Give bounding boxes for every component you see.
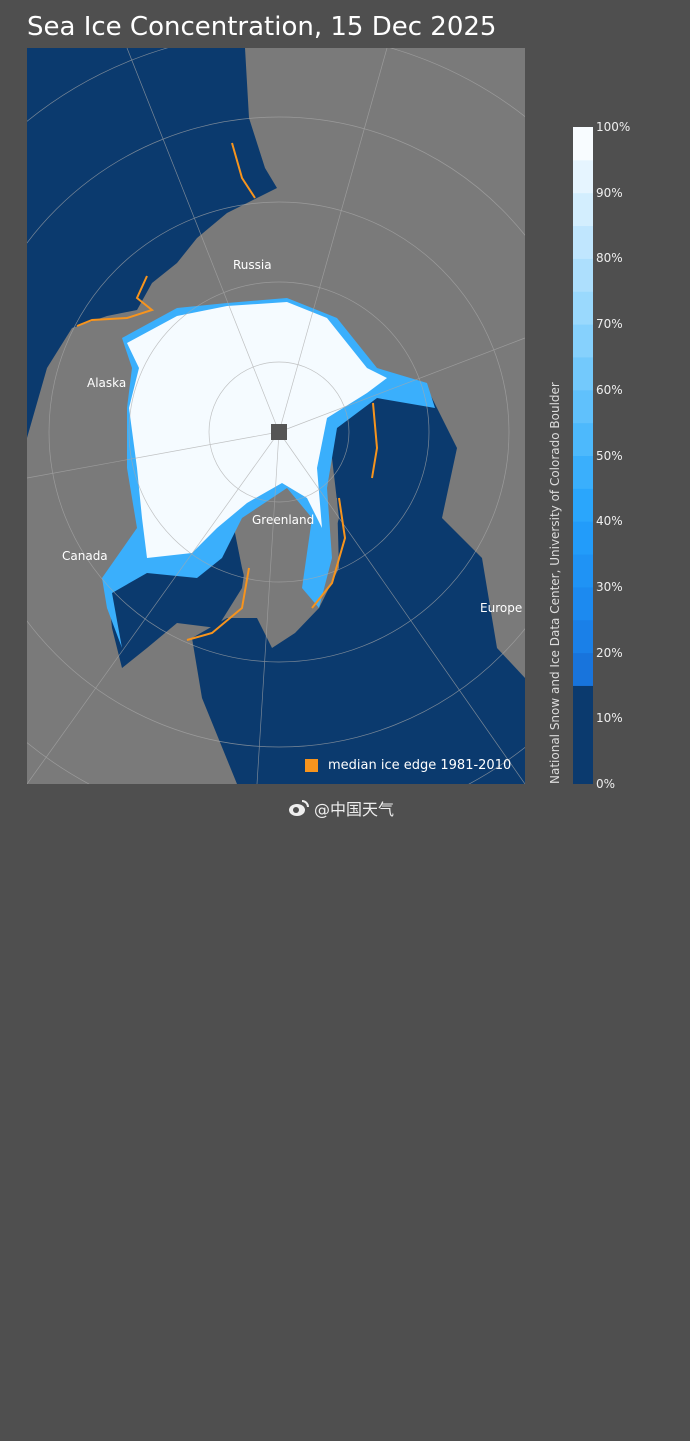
watermark-text: @中国天气 — [314, 800, 395, 819]
pole-hole — [271, 424, 287, 440]
colorbar-band — [573, 455, 593, 489]
colorbar-tick: 100% — [596, 120, 631, 134]
map-legend: median ice edge 1981-2010 — [305, 758, 511, 773]
atlantic-ocean — [192, 388, 525, 784]
credit: National Snow and Ice Data Center, Unive… — [548, 382, 562, 1441]
colorbar-tick: 10% — [596, 711, 623, 726]
colorbar-band — [573, 554, 593, 588]
colorbar-band — [573, 356, 593, 391]
label-alaska: Alaska — [87, 376, 127, 390]
colorbar-band — [573, 159, 593, 194]
colorbar-band — [573, 291, 593, 325]
sea-ice-map — [27, 48, 525, 784]
colorbar-band — [573, 586, 593, 621]
label-europe: Europe — [480, 601, 523, 615]
colorbar-tick: 80% — [596, 251, 623, 266]
colorbar-tick: 30% — [596, 579, 623, 594]
colorbar-band — [573, 389, 593, 424]
colorbar-tick: 50% — [596, 448, 623, 463]
colorbar-tick: 70% — [596, 317, 623, 332]
colorbar-band — [573, 324, 593, 358]
colorbar-band — [573, 619, 593, 654]
weibo-icon — [289, 800, 309, 816]
colorbar-tick: 0% — [596, 777, 616, 791]
colorbar-tick: 60% — [596, 382, 623, 397]
watermark: @中国天气 — [288, 796, 394, 820]
graticule — [27, 48, 525, 784]
colorbar-tick: 40% — [596, 514, 623, 529]
legend-label: median ice edge 1981-2010 — [328, 758, 512, 773]
colorbar-band — [573, 192, 593, 227]
colorbar-band — [573, 422, 593, 456]
median-edge-swatch — [305, 759, 318, 772]
label-canada: Canada — [62, 549, 108, 563]
sea-ice-pack — [127, 302, 387, 558]
colorbar-band — [573, 258, 593, 292]
colorbar-tick: 20% — [596, 645, 623, 660]
colorbar-band — [573, 225, 593, 259]
label-russia: Russia — [233, 258, 272, 272]
colorbar-band — [573, 521, 593, 555]
map-title: Sea Ice Concentration, 15 Dec 2025 — [27, 12, 497, 42]
colorbar-band — [573, 685, 593, 784]
colorbar — [573, 127, 593, 784]
pacific-ocean — [27, 48, 277, 438]
colorbar-tick: 90% — [596, 185, 623, 200]
label-greenland: Greenland — [252, 513, 315, 527]
colorbar-band — [573, 652, 593, 686]
colorbar-band — [573, 488, 593, 522]
median-ice-edge — [76, 142, 379, 641]
colorbar-band — [573, 127, 593, 161]
credit-text: National Snow and Ice Data Center, Unive… — [548, 382, 562, 784]
